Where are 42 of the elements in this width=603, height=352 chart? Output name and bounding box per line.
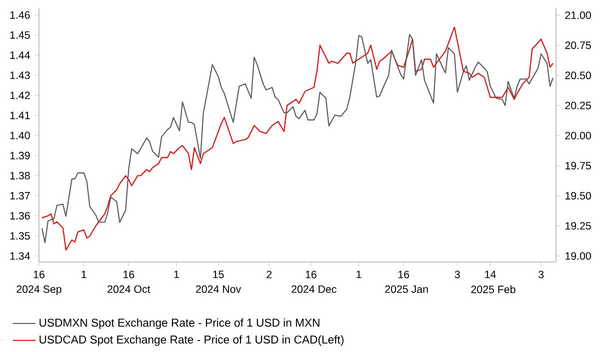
y-tick-label: 1.44 [10, 52, 30, 59]
x-tick-label: 1 [356, 270, 362, 278]
y2-tick-label: 19.50 [566, 192, 591, 200]
x-tick-label: 1 [174, 270, 179, 278]
y2-tick-label: 20.75 [565, 42, 591, 50]
y2-tick-label: 20.50 [565, 72, 591, 80]
x-tick-label: 16 [398, 270, 410, 278]
legend-label: USDMXN Spot Exchange Rate - Price of 1 USD in MXN [40, 318, 320, 329]
x-tick-label: 16 [124, 270, 134, 278]
x-tick-label: 2 [266, 270, 272, 278]
y-tick-label: 1.46 [10, 11, 30, 19]
y-tick-label: 1.41 [10, 112, 30, 120]
y-tick-label: 1.39 [10, 152, 30, 160]
y-tick-label: 1.36 [10, 212, 30, 220]
y2-tick-label: 19.25 [566, 222, 591, 230]
y2-tick-label: 19.75 [566, 162, 591, 170]
x2-tick-label: 2024 Oct [108, 285, 150, 293]
y-tick-label: 1.37 [10, 192, 30, 200]
x-tick-label: 1 [82, 270, 86, 278]
y2-tick-label: 21.00 [565, 11, 591, 19]
y-tick-label: 1.38 [10, 172, 30, 180]
x2-tick-label: 2025 Feb [471, 285, 516, 294]
y-tick-label: 1.42 [10, 92, 30, 100]
legend-label: USDCAD Spot Exchange Rate - Price of 1 USD in CAD(Left) [40, 335, 344, 346]
y-tick-label: 1.45 [10, 31, 30, 39]
y-tick-label: 1.35 [10, 232, 30, 240]
x2-tick-label: 2024 Sep [16, 285, 62, 296]
x2-tick-label: 2024 Dec [292, 285, 336, 293]
x-tick-label: 3 [454, 270, 460, 278]
y2-tick-label: 19.00 [566, 252, 591, 260]
y2-tick-label: 20.25 [565, 102, 591, 110]
x-tick-label: 16 [34, 270, 44, 278]
y-tick-label: 1.40 [10, 132, 30, 140]
x-tick-label: 15 [213, 270, 224, 278]
y2-tick-label: 20.00 [565, 132, 591, 140]
y-tick-label: 1.43 [10, 71, 30, 80]
x2-tick-label: 2025 Jan [385, 285, 428, 293]
y-tick-label: 1.34 [10, 252, 30, 260]
x-tick-label: 14 [485, 270, 496, 278]
x-tick-label: 16 [306, 270, 316, 278]
x2-tick-label: 2024 Nov [196, 285, 242, 293]
x-tick-label: 3 [538, 270, 544, 278]
